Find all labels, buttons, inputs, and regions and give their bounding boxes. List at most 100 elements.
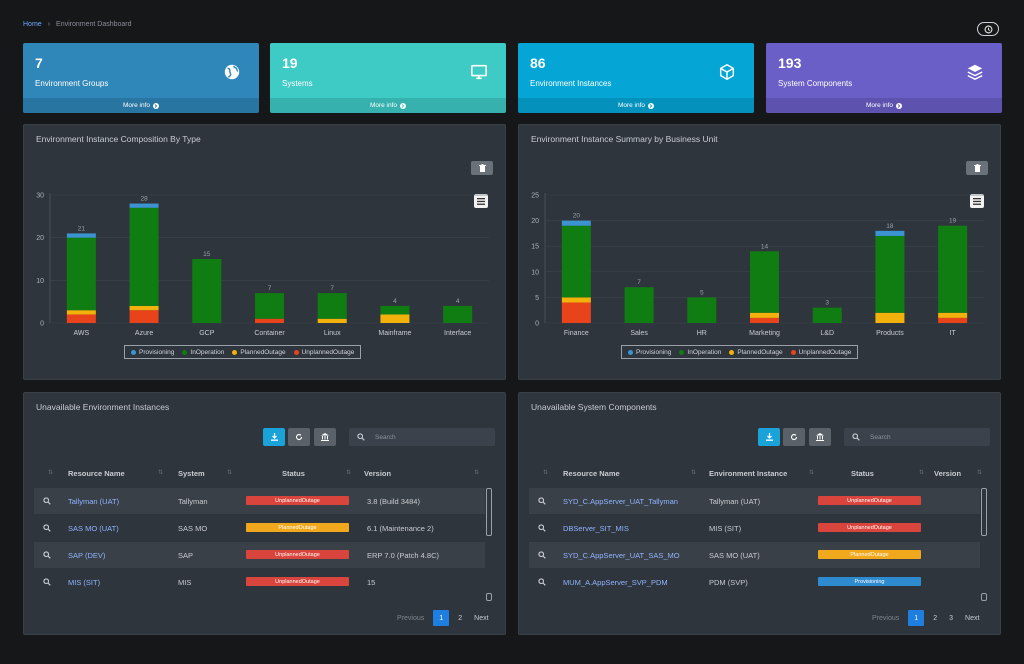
scrollbar[interactable] (981, 488, 987, 536)
resource-name-link[interactable]: SYD_C.AppServer_UAT_Tallyman (563, 497, 678, 506)
table-row[interactable]: SYD_C.AppServer_UAT_Tallyman Tallyman (UA… (529, 488, 980, 514)
sort-icon[interactable]: ⇅ (346, 470, 352, 476)
search-input[interactable] (870, 433, 970, 441)
view-icon[interactable] (538, 578, 546, 588)
previous-page-button[interactable]: Previous (397, 614, 425, 622)
more-info-link[interactable]: More info (766, 98, 1002, 113)
column-header[interactable]: Resource Name (563, 469, 620, 478)
search-input[interactable] (375, 433, 475, 441)
page-button-1[interactable]: 1 (908, 610, 925, 626)
bar-segment-inoperation[interactable] (129, 207, 159, 306)
bar-segment-plannedoutage[interactable] (380, 314, 410, 323)
history-button[interactable] (977, 22, 999, 36)
bar-segment-provisioning[interactable] (561, 220, 591, 226)
legend-item[interactable]: InOperation (679, 349, 721, 356)
bar-segment-inoperation[interactable] (192, 259, 222, 323)
more-info-link[interactable]: More info (23, 98, 259, 113)
bar-segment-plannedoutage[interactable] (875, 312, 905, 323)
resource-name-link[interactable]: SAS MO (UAT) (68, 524, 119, 533)
export-button[interactable] (758, 428, 780, 446)
resource-name-link[interactable]: MUM_A.AppServer_SVP_PDM (563, 578, 668, 587)
sort-icon[interactable]: ⇅ (543, 470, 549, 476)
legend-item[interactable]: InOperation (182, 349, 224, 356)
chart-menu-button[interactable] (970, 194, 984, 208)
table-row[interactable]: SYD_C.AppServer_UAT_SAS_MO SAS MO (UAT) Pl… (529, 542, 980, 568)
bar-segment-inoperation[interactable] (875, 235, 905, 313)
bar-segment-provisioning[interactable] (875, 230, 905, 236)
bar-segment-unplannedoutage[interactable] (750, 317, 779, 323)
bar-segment-provisioning[interactable] (129, 203, 159, 208)
sort-icon[interactable]: ⇅ (919, 470, 925, 476)
bar-segment-inoperation[interactable] (317, 293, 347, 319)
scrollbar-handle[interactable] (981, 593, 987, 601)
bar-segment-inoperation[interactable] (687, 297, 717, 323)
legend-item[interactable]: Provisioning (131, 349, 174, 356)
refresh-button[interactable] (288, 428, 310, 446)
sort-icon[interactable]: ⇅ (691, 470, 697, 476)
bar-segment-unplannedoutage[interactable] (938, 317, 968, 323)
bar-segment-plannedoutage[interactable] (317, 318, 347, 323)
scrollbar-handle[interactable] (486, 593, 492, 601)
table-row[interactable]: SAP (DEV) SAP UnplannedOutage ERP 7.0 (Patc… (34, 542, 485, 568)
column-header[interactable]: Resource Name (68, 469, 125, 478)
page-button-1[interactable]: 1 (433, 610, 450, 626)
bar-segment-inoperation[interactable] (624, 287, 654, 323)
bar-segment-unplannedoutage[interactable] (561, 302, 591, 323)
bar-segment-plannedoutage[interactable] (66, 310, 96, 315)
bar-segment-inoperation[interactable] (380, 305, 410, 315)
export-button[interactable] (263, 428, 285, 446)
bar-segment-inoperation[interactable] (66, 237, 96, 311)
view-icon[interactable] (43, 578, 51, 588)
column-header[interactable]: Status (851, 469, 874, 478)
bar-segment-unplannedoutage[interactable] (255, 318, 284, 323)
table-row[interactable]: Tallyman (UAT) Tallyman UnplannedOutage 3.8… (34, 488, 485, 514)
sort-icon[interactable]: ⇅ (227, 470, 233, 476)
bar-segment-plannedoutage[interactable] (129, 305, 159, 311)
archive-button[interactable] (809, 428, 831, 446)
column-header[interactable]: System (178, 469, 205, 478)
bar-segment-plannedoutage[interactable] (561, 297, 591, 303)
bar-segment-inoperation[interactable] (561, 225, 591, 298)
table-row[interactable]: SAS MO (UAT) SAS MO PlannedOutage 6.1 (Main… (34, 515, 485, 541)
sort-icon[interactable]: ⇅ (977, 470, 983, 476)
view-icon[interactable] (538, 497, 546, 507)
sort-icon[interactable]: ⇅ (474, 470, 480, 476)
column-header[interactable]: Status (282, 469, 305, 478)
table-row[interactable]: DBServer_SIT_MIS MIS (SIT) UnplannedOutage (529, 515, 980, 541)
resource-name-link[interactable]: DBServer_SIT_MIS (563, 524, 629, 533)
view-icon[interactable] (43, 524, 51, 534)
resource-name-link[interactable]: MIS (SIT) (68, 578, 101, 587)
page-button-2[interactable]: 2 (933, 614, 938, 622)
view-icon[interactable] (43, 551, 51, 561)
page-button-2[interactable]: 2 (458, 614, 463, 622)
delete-button[interactable] (966, 161, 988, 175)
column-header[interactable]: Environment Instance (709, 469, 788, 478)
legend-item[interactable]: PlannedOutage (232, 349, 286, 356)
view-icon[interactable] (538, 524, 546, 534)
refresh-button[interactable] (783, 428, 805, 446)
scrollbar[interactable] (486, 488, 492, 536)
bar-segment-unplannedoutage[interactable] (129, 310, 159, 323)
sort-icon[interactable]: ⇅ (809, 470, 815, 476)
next-page-button[interactable]: Next (474, 614, 489, 622)
bar-segment-plannedoutage[interactable] (938, 312, 968, 318)
next-page-button[interactable]: Next (965, 614, 980, 622)
sort-icon[interactable]: ⇅ (158, 470, 164, 476)
bar-segment-inoperation[interactable] (255, 293, 284, 319)
breadcrumb-home-link[interactable]: Home (23, 21, 42, 28)
legend-item[interactable]: UnplannedOutage (790, 349, 851, 356)
resource-name-link[interactable]: SAP (DEV) (68, 551, 106, 560)
bar-segment-inoperation[interactable] (812, 307, 842, 323)
resource-name-link[interactable]: Tallyman (UAT) (68, 497, 120, 506)
legend-item[interactable]: Provisioning (628, 349, 671, 356)
more-info-link[interactable]: More info (518, 98, 754, 113)
bar-segment-inoperation[interactable] (938, 225, 968, 313)
view-icon[interactable] (538, 551, 546, 561)
column-header[interactable]: Version (934, 469, 962, 478)
page-button-3[interactable]: 3 (949, 614, 954, 622)
table-row[interactable]: MUM_A.AppServer_SVP_PDM PDM (SVP) Provisio… (529, 569, 980, 595)
column-header[interactable]: Version (364, 469, 392, 478)
chart-menu-button[interactable] (474, 194, 488, 208)
resource-name-link[interactable]: SYD_C.AppServer_UAT_SAS_MO (563, 551, 680, 560)
previous-page-button[interactable]: Previous (872, 614, 900, 622)
